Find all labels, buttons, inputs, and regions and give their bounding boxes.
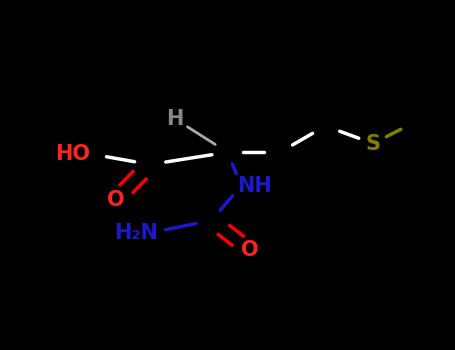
- Text: H: H: [167, 109, 184, 129]
- Text: S: S: [366, 133, 380, 154]
- Text: O: O: [107, 189, 125, 210]
- Text: HO: HO: [56, 144, 90, 164]
- Text: O: O: [242, 240, 259, 260]
- Text: H₂N: H₂N: [115, 223, 158, 243]
- Text: NH: NH: [238, 175, 272, 196]
